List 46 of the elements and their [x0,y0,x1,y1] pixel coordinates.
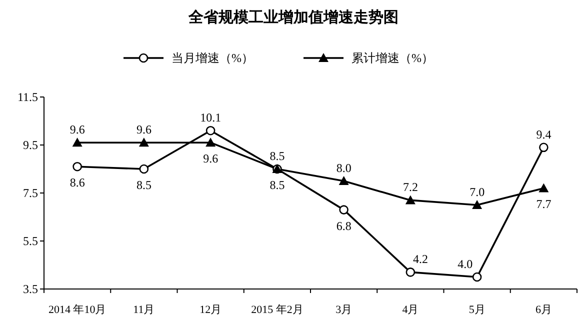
y-tick-label: 3.5 [23,282,38,296]
y-tick-label: 7.5 [23,186,38,200]
data-label: 9.6 [136,122,152,137]
y-tick-label: 5.5 [23,234,38,248]
point [72,162,82,172]
point [539,142,548,152]
x-tick-label: 11月 [133,304,155,316]
data-label: 7.0 [470,185,485,199]
point [72,138,82,147]
x-tick-label: 6月 [535,304,552,316]
point [338,176,349,185]
point [206,138,216,147]
chart-title: 全省规模工业增加值增速走势图 [188,9,398,26]
point [472,200,482,209]
x-tick-label: 5月 [468,304,486,316]
data-label: 8.5 [136,178,152,192]
x-tick-label: 12月 [200,304,222,316]
y-tick-label: 11.5 [17,90,38,104]
data-label: 8.5 [270,178,285,192]
point [538,183,549,192]
legend-label: 累计增速（%） [352,51,434,65]
data-label: 8.6 [70,176,85,190]
data-label: 4.0 [458,257,473,271]
x-tick-label: 4月 [402,304,419,316]
point [472,272,482,282]
point [339,205,348,214]
data-label: 4.2 [412,252,428,266]
point [138,138,149,147]
data-label: 8.5 [270,149,285,163]
point [139,164,149,174]
point [406,268,416,277]
data-label: 9.6 [203,152,218,166]
data-label: 10.1 [200,110,222,125]
point [206,126,216,136]
data-label: 9.4 [536,127,552,142]
data-label: 7.2 [402,180,418,194]
data-label: 6.8 [336,218,352,233]
x-tick-label: 2014 年10月 [48,304,106,316]
point [405,195,416,204]
data-label: 9.6 [70,122,85,137]
legend-label: 当月增速（%） [172,51,254,65]
x-tick-label: 2015 年2月 [251,304,304,316]
data-label: 8.0 [336,161,352,175]
x-tick-label: 3月 [336,304,352,316]
data-label: 7.7 [536,197,552,212]
y-tick-label: 9.5 [23,138,38,152]
